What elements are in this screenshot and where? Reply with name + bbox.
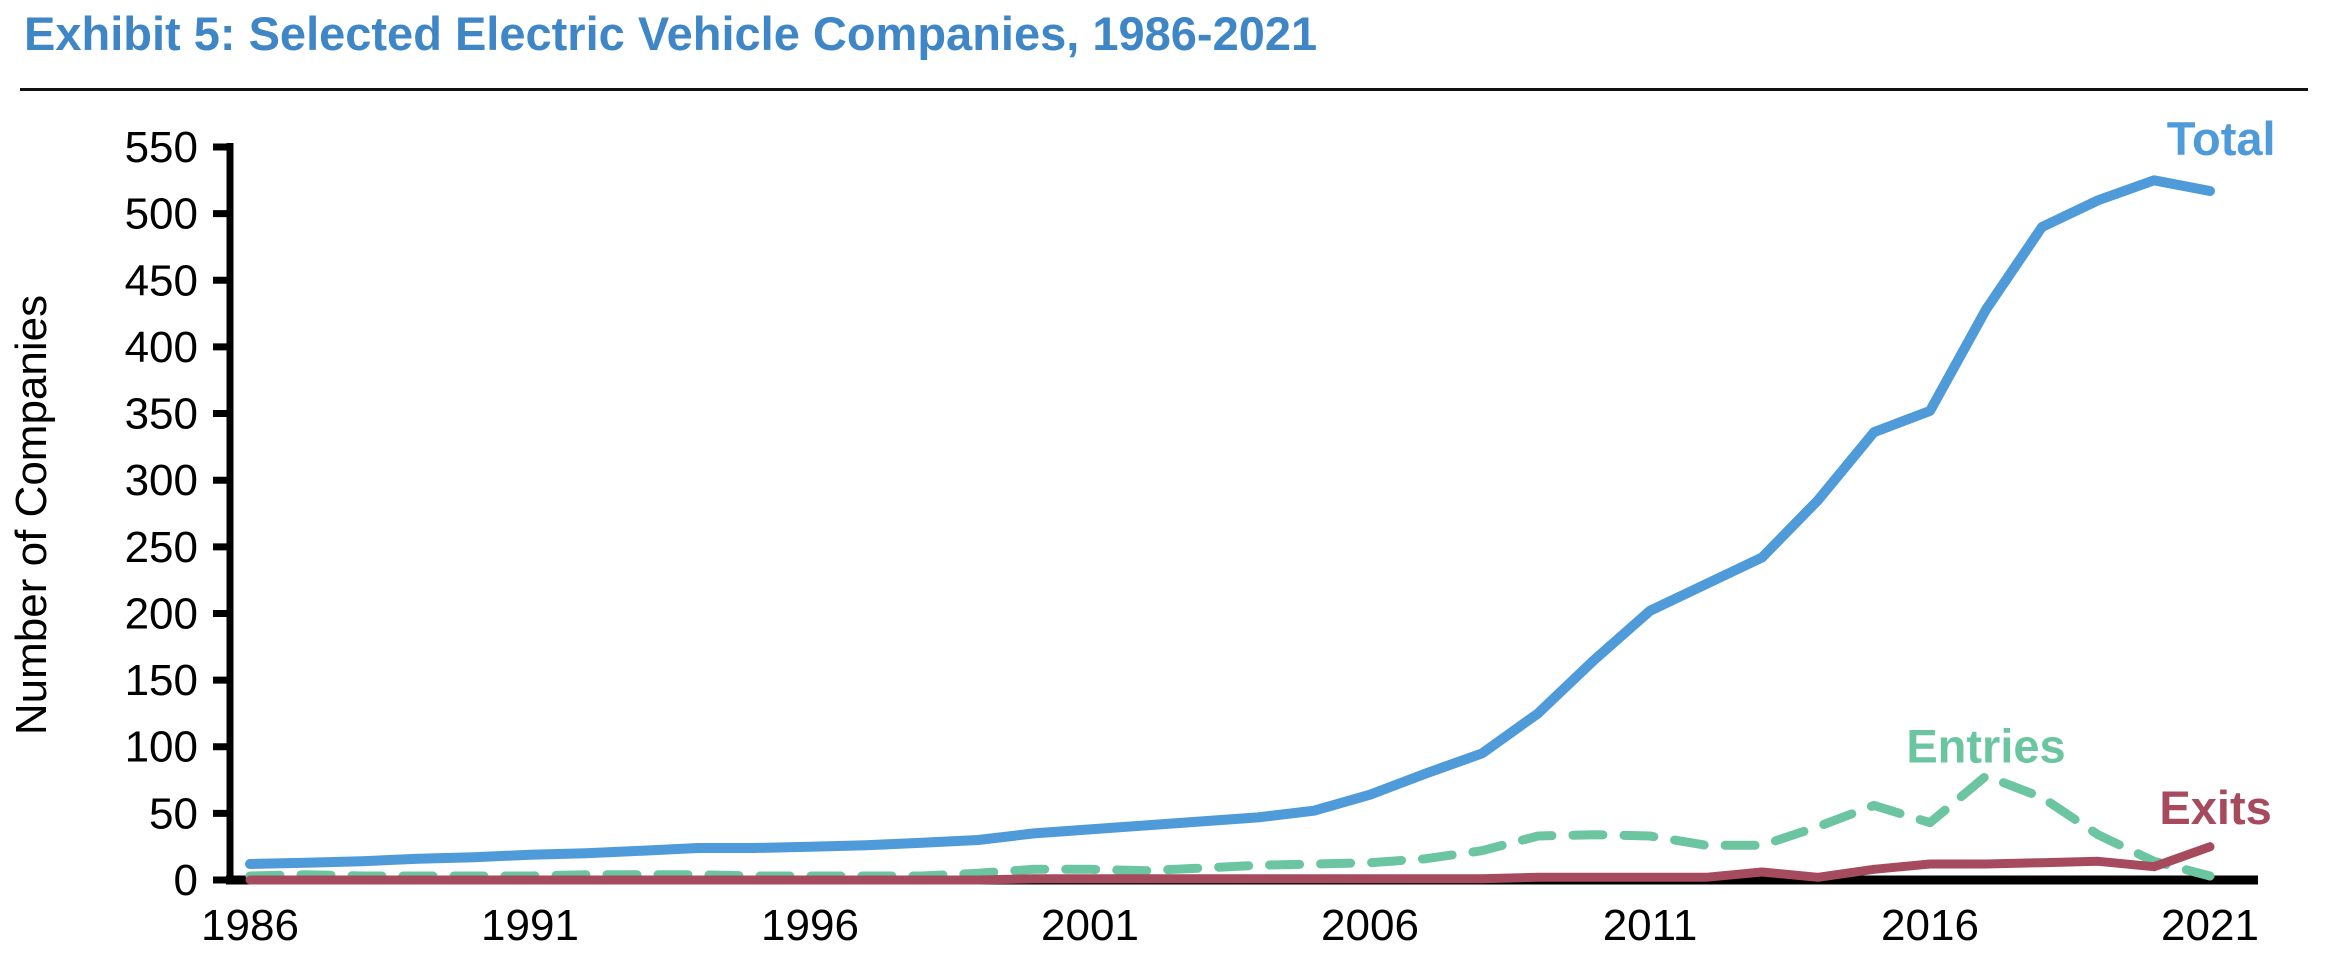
series-line-entries <box>245 771 2215 881</box>
y-tick-label: 50 <box>149 789 198 838</box>
chart-title: Exhibit 5: Selected Electric Vehicle Com… <box>24 7 1318 60</box>
y-tick-label: 250 <box>125 523 198 572</box>
series-label-entries: Entries <box>1906 720 2065 773</box>
x-tick-label: 2011 <box>1603 901 1698 950</box>
y-tick-label: 350 <box>125 390 198 439</box>
y-tick-label: 200 <box>125 589 198 638</box>
series-line-exits <box>245 842 2215 885</box>
y-tick-label: 550 <box>125 123 198 172</box>
y-tick-label: 150 <box>125 656 198 705</box>
x-tick-label: 2016 <box>1881 901 1979 950</box>
ev-companies-line-chart: 0 50 100 150 200 250 300 350 400 450 500 550 1986 199… <box>7 112 2276 950</box>
y-axis-title: Number of Companies <box>7 295 56 735</box>
x-tick-label: 1986 <box>201 901 299 950</box>
title-separator-line <box>20 88 2308 91</box>
y-tick-label: 0 <box>174 856 198 905</box>
series-line-total <box>245 175 2215 869</box>
series-label-total: Total <box>2167 112 2276 165</box>
y-tick-label: 300 <box>125 456 198 505</box>
x-tick-label: 2001 <box>1041 901 1139 950</box>
y-tick-label: 400 <box>125 323 198 372</box>
y-tick-label: 450 <box>125 256 198 305</box>
y-tick-label: 500 <box>125 190 198 239</box>
x-tick-label: 2006 <box>1321 901 1419 950</box>
x-tick-label: 1991 <box>481 901 579 950</box>
x-tick-label: 1996 <box>761 901 859 950</box>
x-tick-label: 2021 <box>2161 901 2259 950</box>
y-tick-label: 100 <box>125 723 198 772</box>
series-label-exits: Exits <box>2159 781 2271 834</box>
